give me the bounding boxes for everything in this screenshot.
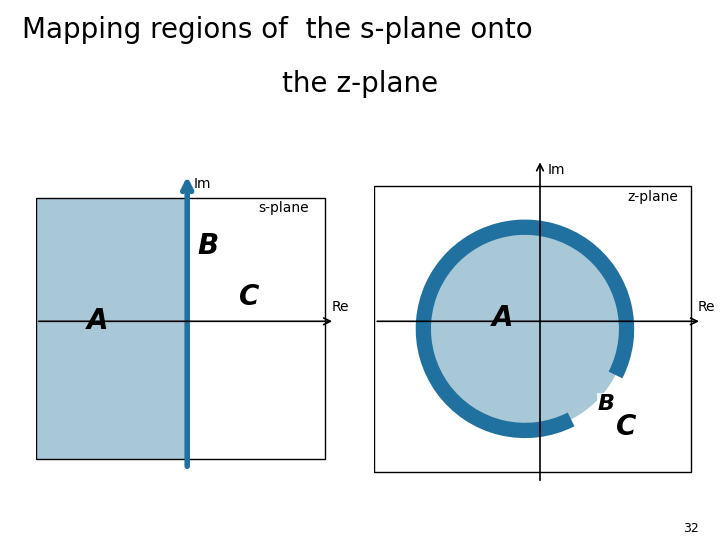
Text: Re: Re	[331, 300, 349, 314]
Text: B: B	[197, 232, 219, 260]
Bar	[36, 198, 187, 459]
Bar	[374, 186, 690, 472]
Text: A: A	[492, 303, 513, 332]
Text: Mapping regions of  the s-plane onto: Mapping regions of the s-plane onto	[22, 16, 532, 44]
Text: C: C	[616, 413, 636, 441]
Text: s-plane: s-plane	[258, 201, 309, 215]
Text: the z-plane: the z-plane	[282, 70, 438, 98]
Text: Im: Im	[547, 163, 565, 177]
Text: B: B	[598, 394, 615, 414]
Text: z-plane: z-plane	[627, 190, 678, 204]
Text: A: A	[87, 307, 109, 335]
Text: Re: Re	[698, 300, 716, 314]
Text: C: C	[239, 283, 259, 311]
Polygon shape	[423, 227, 626, 430]
Text: 32: 32	[683, 522, 698, 535]
Text: Im: Im	[194, 177, 212, 191]
Bar	[36, 198, 325, 459]
